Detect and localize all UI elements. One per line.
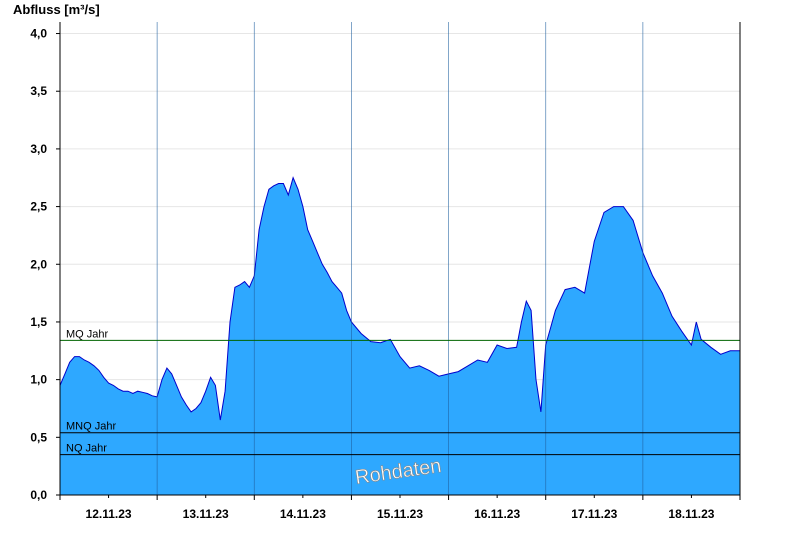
discharge-line bbox=[59, 176, 740, 421]
reference-label: MNQ Jahr bbox=[66, 421, 116, 433]
reference-label: MQ Jahr bbox=[66, 328, 109, 340]
y-tick-label: 1,0 bbox=[30, 373, 47, 387]
y-ticks: 0,0 0,5 1,0 1,5 2,0 2,5 3,0 3,5 4,0 bbox=[30, 27, 60, 502]
y-tick-label: 0,5 bbox=[30, 430, 47, 444]
y-tick-label: 2,5 bbox=[30, 200, 47, 214]
y-tick-label: 3,0 bbox=[30, 142, 47, 156]
data-series bbox=[59, 22, 740, 495]
x-tick-label: 17.11.23 bbox=[571, 507, 617, 521]
discharge-area bbox=[60, 177, 740, 495]
x-tick-label: 14.11.23 bbox=[280, 507, 326, 521]
x-tick-label: 16.11.23 bbox=[474, 507, 520, 521]
x-tick-label: 12.11.23 bbox=[86, 507, 132, 521]
y-tick-label: 2,0 bbox=[30, 257, 47, 271]
y-tick-label: 0,0 bbox=[30, 488, 47, 502]
y-tick-label: 4,0 bbox=[30, 27, 47, 41]
reference-lines: MQ Jahr MNQ Jahr NQ Jahr bbox=[60, 328, 740, 456]
x-tick-label: 18.11.23 bbox=[668, 507, 714, 521]
y-tick-label: 3,5 bbox=[30, 84, 47, 98]
reference-label: NQ Jahr bbox=[66, 443, 107, 455]
y-axis-title: Abfluss [m³/s] bbox=[13, 2, 100, 17]
x-tick-label: 15.11.23 bbox=[377, 507, 423, 521]
y-tick-label: 1,5 bbox=[30, 315, 47, 329]
x-tick-label: 13.11.23 bbox=[183, 507, 229, 521]
x-ticks: 12.11.23 13.11.23 14.11.23 15.11.23 16.11.23… bbox=[59, 495, 741, 521]
